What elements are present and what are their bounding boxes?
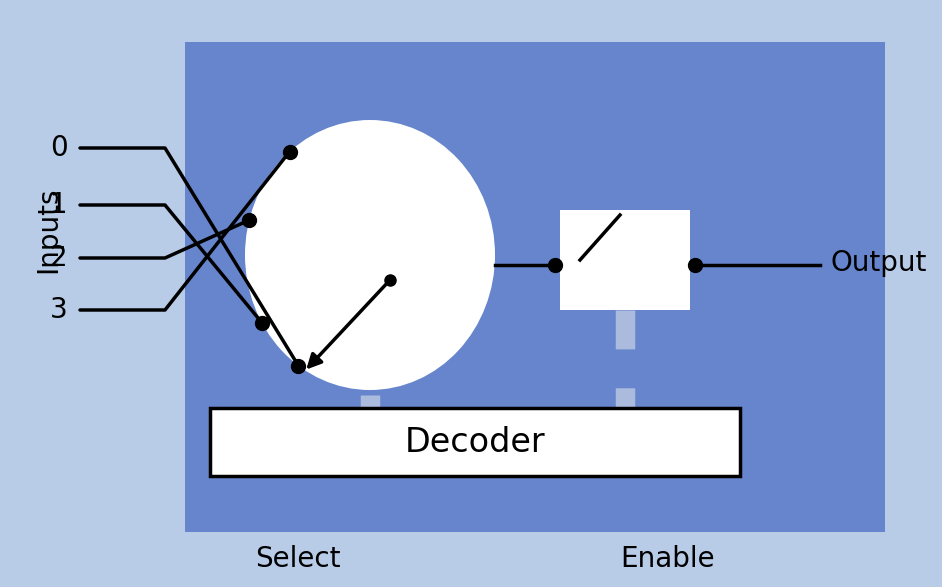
Text: 0: 0 bbox=[50, 134, 68, 162]
Text: 1: 1 bbox=[50, 191, 68, 219]
Text: Enable: Enable bbox=[620, 545, 715, 573]
Bar bbox=[210, 408, 740, 476]
Bar bbox=[185, 42, 885, 532]
Bar bbox=[560, 210, 690, 310]
Text: Decoder: Decoder bbox=[405, 426, 545, 458]
Text: 2: 2 bbox=[50, 244, 68, 272]
Ellipse shape bbox=[245, 120, 495, 390]
Text: 3: 3 bbox=[50, 296, 68, 324]
Text: Select: Select bbox=[255, 545, 340, 573]
Text: Inputs: Inputs bbox=[34, 187, 62, 274]
Text: Output: Output bbox=[830, 249, 926, 277]
